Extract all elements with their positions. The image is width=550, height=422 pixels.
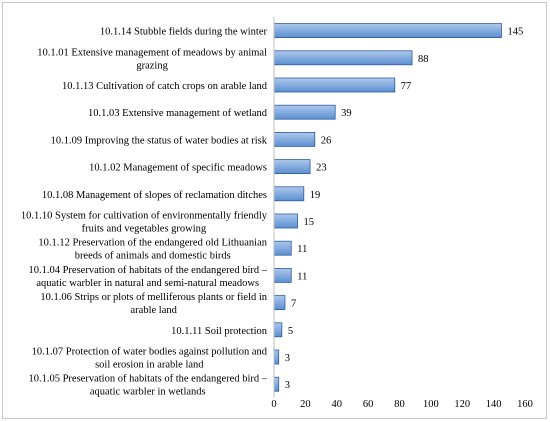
category-label: 10.1.10 System for cultivation of enviro…: [21, 211, 268, 235]
value-label: 7: [291, 299, 296, 310]
bar: [273, 50, 413, 66]
value-labels: 145 88 77 39 26 23 19 15 11 11 7 5 3 3: [285, 27, 524, 392]
x-tick-label: 80: [394, 399, 405, 410]
value-label: 3: [285, 353, 290, 364]
x-tick-label: 140: [486, 399, 502, 410]
bars-layer: [273, 23, 502, 392]
value-label: 88: [418, 54, 429, 65]
bar: [273, 23, 502, 39]
category-label: 10.1.14 Stubble fields during the winter: [100, 27, 268, 38]
bar: [273, 186, 305, 202]
bar: [273, 104, 336, 120]
bar: [273, 159, 311, 175]
bar: [273, 376, 280, 392]
category-label: 10.1.06 Strips or plots of melliferous p…: [40, 292, 267, 316]
x-tick-label: 160: [517, 399, 533, 410]
value-label: 15: [304, 217, 315, 228]
bar-chart: 10.1.14 Stubble fields during the winter…: [21, 17, 533, 410]
category-label: 10.1.12 Preservation of the endangered o…: [38, 238, 267, 262]
bar: [273, 295, 286, 311]
value-label: 3: [285, 380, 290, 391]
x-tick-label: 100: [423, 399, 439, 410]
bar: [273, 349, 280, 365]
bar: [273, 240, 292, 256]
bar: [273, 131, 316, 147]
bar: [273, 322, 283, 338]
category-label: 10.1.07 Protection of water bodies again…: [32, 347, 268, 371]
category-label: 10.1.01 Extensive management of meadows …: [37, 47, 267, 71]
category-label: 10.1.04 Preservation of habitats of the …: [28, 265, 267, 289]
x-tick-label: 40: [332, 399, 343, 410]
category-labels: 10.1.14 Stubble fields during the winter…: [21, 27, 268, 398]
category-label: 10.1.08 Management of slopes of reclamat…: [42, 190, 267, 201]
value-label: 23: [316, 163, 327, 174]
value-label: 26: [321, 135, 332, 146]
x-tick-label: 0: [271, 399, 276, 410]
category-label: 10.1.13 Cultivation of catch crops on ar…: [62, 81, 268, 92]
category-label: 10.1.11 Soil protection: [171, 326, 268, 337]
value-label: 145: [507, 27, 523, 38]
category-label: 10.1.02 Management of specific meadows: [89, 163, 267, 174]
value-label: 39: [341, 108, 352, 119]
category-label: 10.1.03 Extensive management of wetland: [88, 108, 268, 119]
value-label: 77: [401, 81, 412, 92]
chart-frame: 10.1.14 Stubble fields during the winter…: [2, 2, 547, 419]
x-tick-label: 20: [300, 399, 311, 410]
category-label: 10.1.05 Preservation of habitats of the …: [28, 374, 267, 398]
bar: [273, 213, 298, 229]
value-label: 11: [297, 271, 307, 282]
category-label: 10.1.09 Improving the status of water bo…: [51, 135, 268, 146]
value-label: 11: [297, 244, 307, 255]
x-axis-ticks: 0 20 40 60 80 100 120 140 160: [271, 399, 533, 410]
value-label: 19: [310, 190, 321, 201]
bar: [273, 267, 292, 283]
value-label: 5: [288, 326, 293, 337]
x-tick-label: 60: [363, 399, 374, 410]
bar: [273, 77, 396, 93]
x-tick-label: 120: [454, 399, 470, 410]
